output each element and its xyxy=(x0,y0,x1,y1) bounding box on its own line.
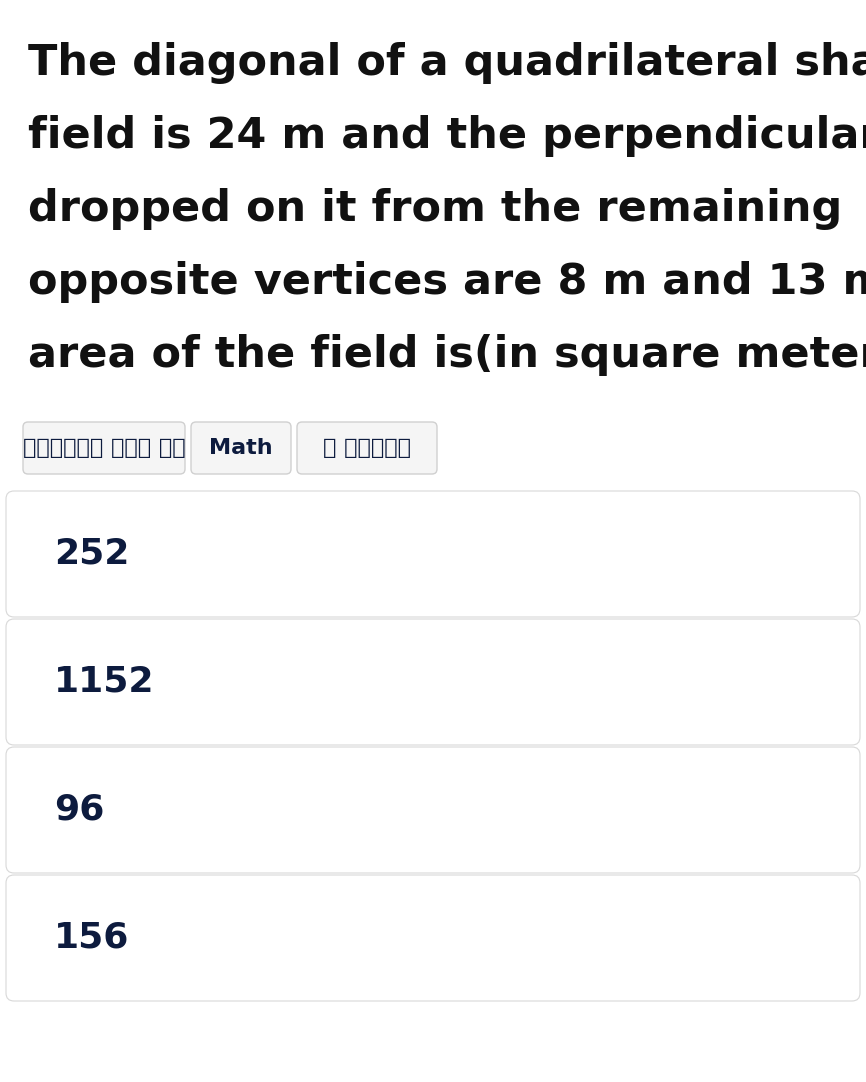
FancyBboxPatch shape xyxy=(6,619,860,745)
Text: The diagonal of a quadrilateral shaped: The diagonal of a quadrilateral shaped xyxy=(28,42,866,84)
Text: 252: 252 xyxy=(54,537,129,571)
Text: opposite vertices are 8 m and 13 m. The: opposite vertices are 8 m and 13 m. The xyxy=(28,261,866,303)
Text: field is 24 m and the perpendiculars: field is 24 m and the perpendiculars xyxy=(28,115,866,157)
Text: 1152: 1152 xyxy=(54,665,154,699)
FancyBboxPatch shape xyxy=(6,491,860,617)
FancyBboxPatch shape xyxy=(6,747,860,873)
FancyBboxPatch shape xyxy=(6,875,860,1001)
Text: 96: 96 xyxy=(54,793,105,827)
Text: Math: Math xyxy=(210,438,273,458)
Text: প্রশ্ন নংঃ ১৩: প্রশ্ন নংঃ ১৩ xyxy=(23,438,185,458)
Text: area of the field is(in square meter)?: area of the field is(in square meter)? xyxy=(28,334,866,377)
Text: dropped on it from the remaining: dropped on it from the remaining xyxy=(28,188,843,230)
FancyBboxPatch shape xyxy=(191,422,291,474)
Text: 156: 156 xyxy=(54,921,129,955)
FancyBboxPatch shape xyxy=(297,422,437,474)
Text: ১ নম্বর: ১ নম্বর xyxy=(323,438,411,458)
FancyBboxPatch shape xyxy=(23,422,185,474)
